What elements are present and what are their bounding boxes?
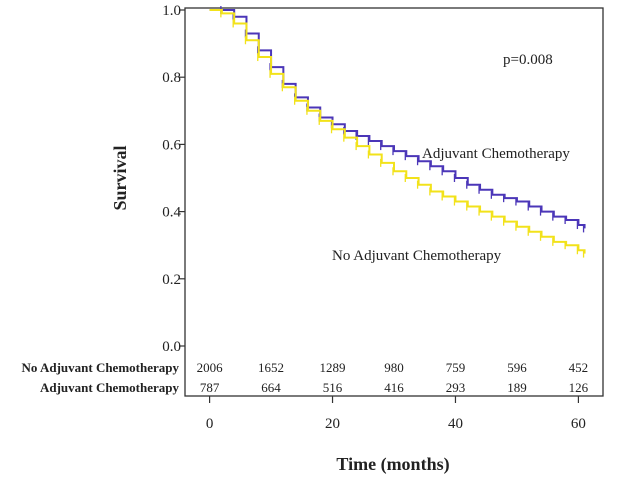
y-axis-title: Survival [110, 145, 130, 210]
x-tick-label: 20 [325, 416, 340, 432]
risk-count: 1652 [258, 360, 284, 375]
risk-count: 293 [446, 380, 466, 395]
risk-count: 416 [384, 380, 404, 395]
risk-count: 2006 [197, 360, 224, 375]
x-axis: 0 20 40 60 [206, 396, 586, 432]
x-tick-label: 40 [448, 416, 463, 432]
y-tick-label: 0.6 [162, 137, 181, 153]
x-tick-label: 0 [206, 416, 214, 432]
risk-count: 1289 [320, 360, 346, 375]
y-tick-label: 0.8 [162, 70, 181, 86]
y-axis: 0.0 0.2 0.4 0.6 0.8 1.0 [162, 3, 185, 355]
risk-row-label: Adjuvant Chemotherapy [40, 380, 180, 395]
series-label-adjuvant: Adjuvant Chemotherapy [422, 146, 570, 162]
y-tick-label: 1.0 [162, 3, 181, 19]
risk-count: 126 [569, 380, 589, 395]
x-tick-label: 60 [571, 416, 586, 432]
y-tick-label: 0.4 [162, 205, 181, 221]
risk-count: 189 [507, 380, 527, 395]
y-tick-label: 0.2 [162, 272, 181, 288]
survival-curve-adjuvant [209, 9, 586, 229]
risk-count: 452 [569, 360, 589, 375]
risk-count: 516 [323, 380, 343, 395]
risk-count: 596 [507, 360, 527, 375]
risk-row-label: No Adjuvant Chemotherapy [22, 360, 180, 375]
risk-count: 787 [200, 380, 220, 395]
risk-count: 664 [261, 380, 281, 395]
series-label-no-adjuvant: No Adjuvant Chemotherapy [332, 248, 502, 264]
x-axis-title: Time (months) [336, 454, 449, 475]
survival-curve-no-adjuvant [209, 9, 586, 254]
y-tick-label: 0.0 [162, 339, 181, 355]
survival-curves [209, 6, 586, 258]
plot-frame [184, 7, 604, 397]
number-at-risk-table: No Adjuvant Chemotherapy 2006 1652 1289 980 7… [22, 360, 589, 395]
risk-count: 980 [384, 360, 404, 375]
p-value-annotation: p=0.008 [503, 52, 553, 68]
risk-count: 759 [446, 360, 466, 375]
